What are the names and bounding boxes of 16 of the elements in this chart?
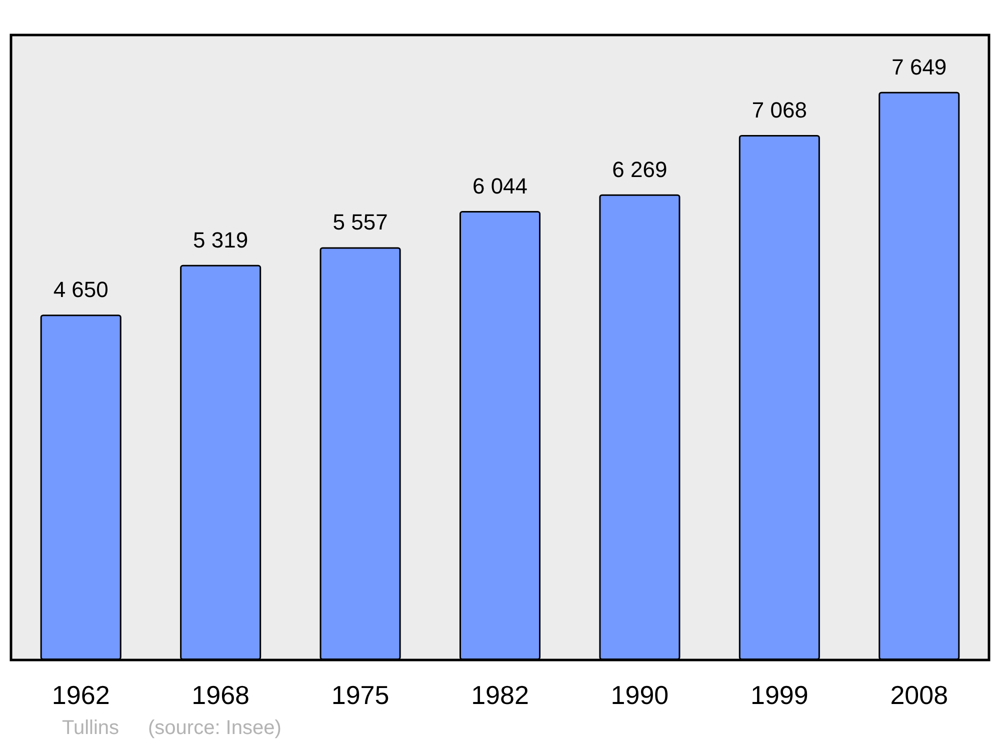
data-label: 5 319	[193, 227, 248, 252]
x-tick-label: 1990	[610, 680, 669, 710]
text: Tullins	[62, 717, 120, 739]
data-label: 6 269	[612, 156, 668, 182]
x-tick-label: 1982	[471, 680, 529, 710]
data-label: 7 649	[892, 54, 947, 80]
x-tick-label: 1968	[192, 680, 250, 710]
x-tick-label: 1962	[52, 680, 110, 710]
x-tick-label: 2008	[890, 680, 948, 710]
data-label: 5 557	[332, 210, 388, 235]
data-label: 4 650	[53, 277, 108, 302]
x-tick-label: 1999	[750, 680, 808, 710]
text: (source: Insee)	[148, 717, 282, 739]
x-tick-label: 1975	[331, 680, 390, 710]
data-label: 6 044	[472, 174, 528, 199]
data-label: 7 068	[752, 97, 807, 122]
